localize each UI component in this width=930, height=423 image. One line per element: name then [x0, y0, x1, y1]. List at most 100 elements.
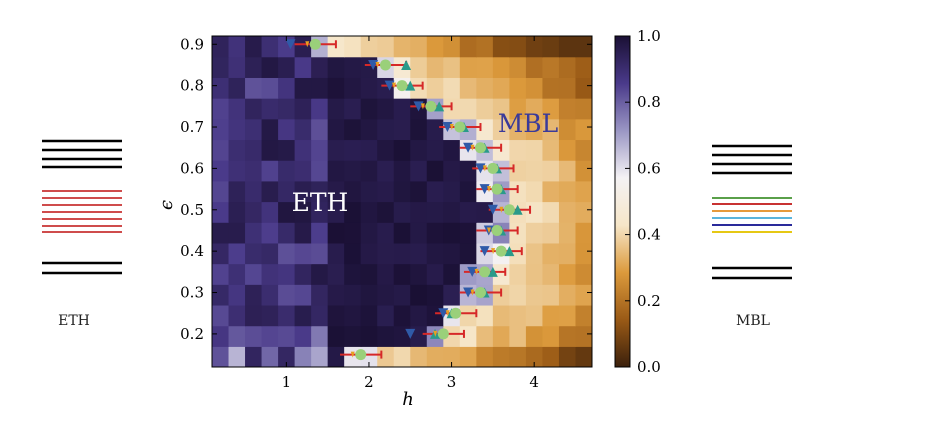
- heatmap-cell: [542, 325, 560, 347]
- heatmap-cell: [261, 242, 279, 265]
- heatmap-cell: [575, 118, 592, 141]
- heatmap-cell: [542, 160, 560, 182]
- star-marker: [487, 227, 491, 234]
- heatmap-cell: [410, 242, 428, 265]
- heatmap-cell: [311, 201, 329, 223]
- heatmap-cell: [311, 222, 329, 244]
- x-axis-ticks: 1 2 3 4: [282, 36, 539, 391]
- triangle-up-marker: [405, 80, 416, 91]
- heatmap-cell: [294, 201, 312, 223]
- heatmap-cell: [311, 56, 329, 78]
- heatmap-cell: [426, 180, 444, 203]
- heatmap-cell: [294, 36, 312, 58]
- heatmap-cell: [410, 56, 428, 78]
- heatmap-cell: [278, 304, 296, 327]
- heatmap-cell: [360, 201, 378, 223]
- heatmap-cell: [443, 36, 461, 58]
- heatmap-cell: [278, 139, 296, 161]
- heatmap-cell: [377, 139, 395, 161]
- heatmap-cell: [212, 304, 230, 327]
- heatmap-cell: [377, 180, 395, 203]
- heatmap-cell: [410, 304, 428, 327]
- heatmap-cell: [426, 36, 444, 58]
- heatmap-cell: [443, 201, 461, 223]
- heatmap-cell: [261, 180, 279, 203]
- heatmap-cell: [492, 77, 510, 99]
- heatmap-cell: [377, 36, 395, 58]
- heatmap-cell: [459, 242, 477, 265]
- heatmap-cell: [327, 201, 345, 223]
- heatmap-cell: [509, 263, 527, 285]
- heatmap-cell: [278, 77, 296, 99]
- heatmap-cell: [344, 56, 362, 78]
- heatmap-cell: [212, 325, 230, 347]
- heatmap-cell: [558, 98, 577, 120]
- heatmap-cell: [393, 98, 411, 120]
- heatmap-cell: [245, 56, 263, 78]
- colorbar-tick-label: 0.6: [637, 159, 661, 177]
- heatmap-cell: [327, 263, 345, 285]
- heatmap-cell: [558, 56, 577, 78]
- heatmap-cell: [212, 284, 230, 306]
- heatmap-cell: [360, 304, 378, 327]
- heatmap-cell: [542, 284, 560, 306]
- heatmap-cell: [426, 160, 444, 182]
- heatmap-cell: [212, 77, 230, 99]
- heatmap-cell: [410, 180, 428, 203]
- heatmap-cell: [393, 139, 411, 161]
- colorbar-tick-label: 0.2: [637, 292, 661, 310]
- heatmap-cell: [278, 180, 296, 203]
- heatmap-cell: [509, 118, 527, 141]
- heatmap-cell: [476, 325, 494, 347]
- heatmap-cell: [575, 56, 592, 78]
- heatmap-cell: [360, 56, 378, 78]
- heatmap-cell: [542, 180, 560, 203]
- heatmap-cell: [426, 346, 444, 367]
- heatmap-cell: [410, 139, 428, 161]
- heatmap-cell: [278, 98, 296, 120]
- heatmap-cell: [393, 284, 411, 306]
- star-marker: [482, 165, 487, 172]
- heatmap-cell: [393, 325, 411, 347]
- circle-marker: [425, 100, 437, 112]
- star-marker: [375, 61, 380, 68]
- heatmap-cell: [278, 284, 296, 306]
- heatmap-cell: [228, 98, 246, 120]
- heatmap-cell: [311, 346, 329, 367]
- heatmap-cell: [278, 201, 296, 223]
- heatmap-cell: [228, 139, 246, 161]
- triangle-up-marker: [401, 59, 412, 70]
- colorbar-tick-label: 1.0: [637, 27, 661, 45]
- heatmap-cell: [509, 36, 527, 58]
- heatmap-cell: [393, 36, 411, 58]
- triangle-down-marker: [405, 328, 416, 339]
- heatmap-cell: [228, 222, 246, 244]
- heatmap-cell: [476, 346, 494, 367]
- heatmap-cell: [245, 304, 263, 327]
- heatmap-cell: [492, 346, 510, 367]
- heatmap-cell: [377, 77, 395, 99]
- heatmap-cell: [492, 98, 510, 120]
- heatmap-cell: [459, 77, 477, 99]
- heatmap-cell: [426, 139, 444, 161]
- heatmap-cell: [476, 77, 494, 99]
- data-markers: [285, 38, 532, 361]
- heatmap-cell: [344, 284, 362, 306]
- circle-marker: [437, 328, 449, 340]
- heatmap-cell: [212, 242, 230, 265]
- triangle-down-marker: [479, 184, 490, 195]
- heatmap-cell: [311, 284, 329, 306]
- heatmap-cell: [558, 242, 577, 265]
- triangle-down-marker: [463, 287, 474, 298]
- star-marker: [392, 82, 396, 89]
- heatmap-cell: [245, 346, 263, 367]
- heatmap-cell: [212, 98, 230, 120]
- heatmap-cell: [492, 56, 510, 78]
- heatmap-cell: [542, 98, 560, 120]
- heatmap-cell: [525, 304, 544, 327]
- heatmap-cell: [575, 284, 592, 306]
- circle-marker: [487, 162, 499, 174]
- heatmap-cell: [228, 118, 246, 141]
- heatmap-cell: [542, 222, 560, 244]
- heatmap-cell: [261, 118, 279, 141]
